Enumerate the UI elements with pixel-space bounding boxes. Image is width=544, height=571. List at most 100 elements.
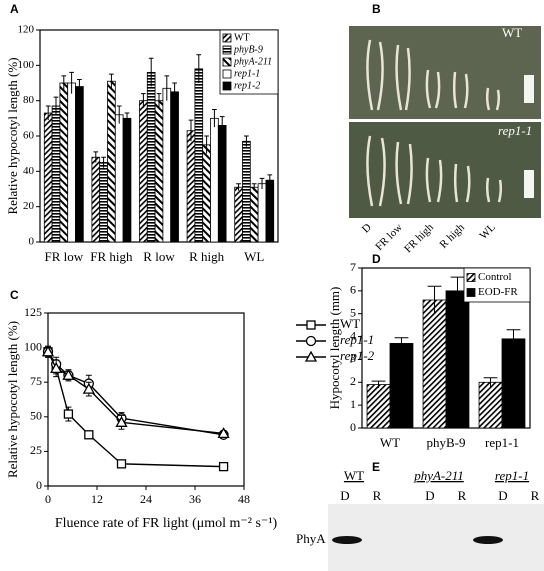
bar	[154, 100, 164, 243]
x-tick-label: WL	[244, 249, 264, 264]
bar	[202, 144, 211, 243]
marker	[218, 461, 229, 472]
legend-label: phyA-211	[233, 56, 272, 67]
error-bar	[93, 151, 99, 163]
error-bar	[109, 73, 114, 89]
y-tick-label: 100	[24, 339, 42, 353]
bar	[422, 299, 447, 429]
legend-swatch	[222, 33, 232, 43]
panel-letter: D	[372, 252, 381, 266]
band-label: PhyA	[296, 531, 326, 546]
bar	[242, 140, 251, 243]
panel-letter: E	[372, 460, 380, 474]
y-tick-label: 5	[350, 305, 356, 319]
x-tick-label: 24	[140, 492, 152, 506]
error-bar	[204, 135, 209, 154]
condition-label: WL	[477, 221, 498, 242]
error-bar	[251, 183, 257, 191]
legend-label: phyB-9	[233, 44, 263, 55]
bar	[478, 381, 503, 429]
legend-label: rep1-2	[340, 348, 375, 363]
marker	[115, 415, 128, 427]
error-bar	[101, 156, 106, 168]
y-tick-label: 80	[23, 94, 35, 106]
error-bar	[450, 276, 465, 305]
photo-panel: B WT rep1-1	[349, 2, 541, 218]
condition-label: FR high	[402, 221, 436, 255]
error-bar	[164, 75, 170, 101]
error-bar	[61, 75, 67, 91]
y-tick-label: 3	[350, 351, 356, 365]
x-tick-label: phyB-9	[427, 435, 466, 450]
photo-label: WT	[502, 25, 522, 40]
error-bar	[77, 78, 82, 94]
error-bar	[124, 112, 130, 124]
bar	[194, 68, 204, 243]
bar	[265, 179, 275, 243]
scale-marker	[524, 75, 534, 103]
legend-label: rep1-1	[340, 332, 374, 347]
error-bar	[236, 183, 241, 191]
error-bar	[141, 93, 146, 108]
x-axis-label: Fluence rate of FR light (μmol m⁻² s⁻¹)	[55, 516, 278, 531]
x-tick-label: rep1-1	[485, 435, 519, 450]
series-line	[47, 351, 224, 436]
legend-swatch	[222, 81, 232, 91]
marker	[116, 459, 127, 469]
marker	[82, 382, 95, 394]
x-tick-label: 36	[189, 492, 201, 506]
y-tick-label: 0	[36, 478, 42, 492]
marker	[50, 362, 63, 374]
marker	[84, 430, 94, 440]
marker	[63, 409, 74, 419]
condition-label: D	[360, 221, 374, 235]
y-axis-label: Relative hypocotyl length (%)	[5, 57, 20, 214]
legend-label: WT	[340, 316, 360, 331]
bar	[162, 87, 172, 243]
error-bar	[53, 96, 59, 115]
bar	[43, 112, 53, 243]
x-tick-label: WT	[380, 435, 400, 450]
condition-label: R high	[437, 221, 467, 251]
legend-swatch	[466, 273, 476, 282]
lane-label: rep1-1	[495, 468, 529, 483]
y-tick-label: 125	[24, 305, 42, 319]
error-bar	[219, 116, 225, 135]
y-axis-label: Hypocotyl length (mm)	[327, 287, 342, 410]
sub-lane-label: R	[458, 488, 467, 503]
legend-marker	[304, 350, 318, 362]
photo-label: rep1-1	[498, 123, 532, 138]
bar	[389, 343, 414, 429]
bar	[91, 156, 101, 243]
y-tick-label: 60	[23, 130, 35, 142]
legend-swatch	[222, 57, 232, 67]
plot-frame	[47, 312, 245, 487]
y-tick-label: 40	[23, 165, 35, 177]
sub-lane-label: D	[425, 488, 434, 503]
bar	[99, 162, 108, 243]
panel-letter: C	[10, 288, 19, 302]
series-line	[47, 351, 224, 468]
y-tick-label: 4	[350, 328, 356, 342]
marker	[41, 345, 55, 357]
x-tick-label: FR high	[90, 249, 133, 264]
y-axis-label: Relative hypocotyl length (%)	[5, 321, 20, 478]
panel-letter: B	[372, 2, 381, 16]
bar	[67, 82, 76, 243]
marker	[62, 368, 75, 380]
error-bar	[483, 377, 498, 387]
legend-label: EOD-FR	[478, 286, 518, 298]
bar	[445, 290, 470, 429]
bar	[122, 117, 132, 243]
error-bar	[156, 93, 162, 108]
legend-label: rep1-2	[234, 80, 260, 91]
x-tick-label: 48	[238, 492, 250, 506]
y-tick-label: 120	[18, 24, 35, 36]
y-tick-label: 20	[23, 200, 35, 212]
sub-lane-label: R	[531, 488, 540, 503]
legend-swatch	[466, 288, 476, 297]
y-tick-label: 75	[30, 374, 42, 388]
bar	[170, 91, 179, 243]
blot-band	[473, 536, 503, 544]
